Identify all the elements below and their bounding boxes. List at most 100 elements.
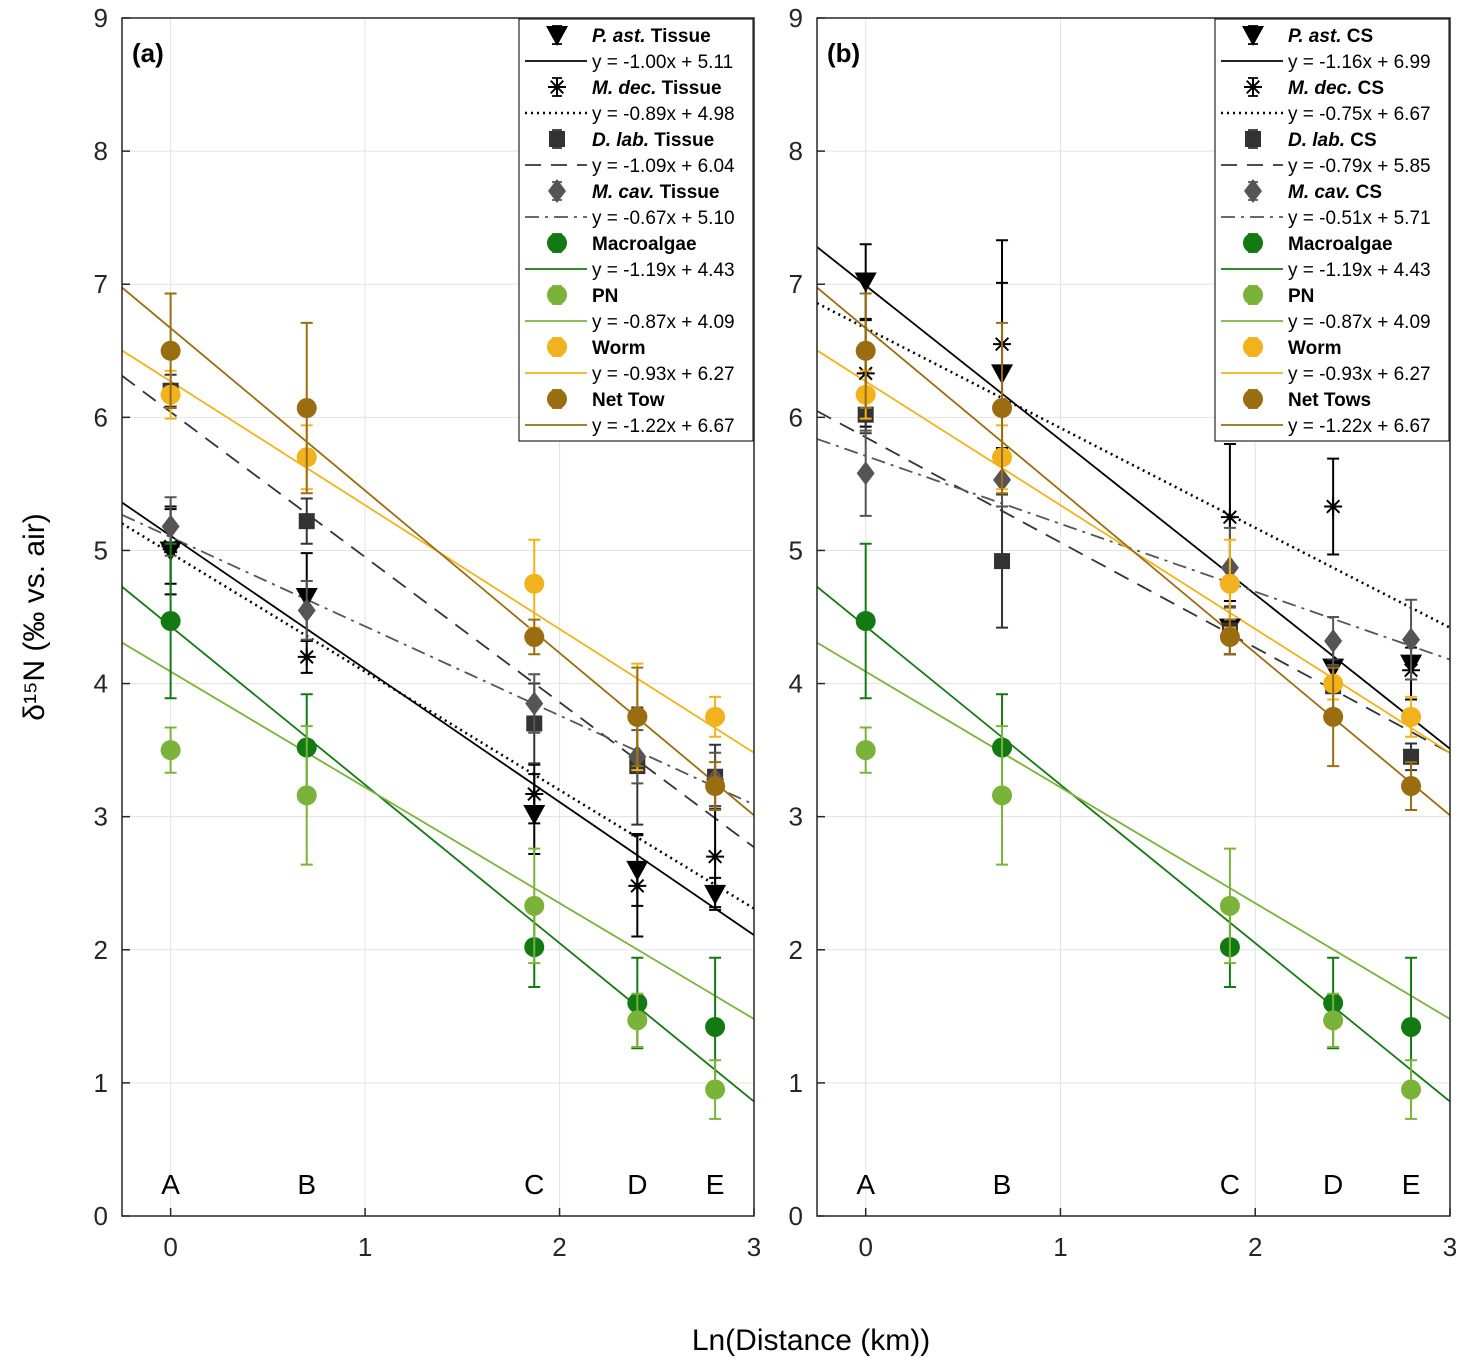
- fit-line-series-3: [817, 438, 1450, 661]
- series-5-marker: [160, 740, 181, 761]
- y-tick-label: 4: [789, 669, 803, 699]
- fit-line-series-4: [817, 586, 1450, 1103]
- x-tick-label: 1: [358, 1232, 372, 1262]
- series-7-marker: [992, 398, 1013, 419]
- site-label-C: C: [1220, 1169, 1240, 1200]
- legend-5-marker: [1243, 285, 1263, 305]
- legend-fit-equation: y = -1.19x + 4.43: [1288, 260, 1431, 281]
- legend-1-marker: [1244, 78, 1262, 96]
- site-label-D: D: [1323, 1169, 1343, 1200]
- y-tick-label: 5: [94, 535, 108, 565]
- legend-fit-equation: y = -0.75x + 6.67: [1288, 104, 1431, 125]
- x-tick-label: 0: [163, 1232, 177, 1262]
- series-4-marker: [1401, 1016, 1422, 1037]
- y-tick-label: 3: [789, 802, 803, 832]
- series-6-marker: [1401, 706, 1422, 727]
- legend-fit-equation: y = -0.87x + 4.09: [1288, 312, 1431, 333]
- legend-4-marker: [547, 233, 567, 253]
- legend: P. ast. Tissue y = -1.00x + 5.11 M. dec. T…: [518, 18, 754, 442]
- legend-series-name: Macroalgae: [592, 234, 697, 255]
- legend-series-name: Worm: [1288, 338, 1341, 359]
- series-5-marker: [524, 895, 545, 916]
- fit-line-series-1: [817, 302, 1450, 629]
- legend-series-name: P. ast. CS: [1288, 26, 1373, 47]
- legend-series-name: M. cav. CS: [1288, 182, 1382, 203]
- legend-series-name: Macroalgae: [1288, 234, 1393, 255]
- legend-6-marker: [547, 337, 567, 357]
- fit-lines: [122, 286, 754, 1103]
- legend-fit-equation: y = -0.89x + 4.98: [592, 104, 735, 125]
- legend-series-name: Net Tows: [1288, 390, 1371, 411]
- site-label-A: A: [161, 1169, 180, 1200]
- legend-series-name: Worm: [592, 338, 645, 359]
- series-1-marker: [1220, 508, 1239, 527]
- y-tick-label: 1: [789, 1068, 803, 1098]
- site-label-D: D: [627, 1169, 647, 1200]
- legend-7-marker: [547, 389, 567, 409]
- y-tick-label: 0: [789, 1201, 803, 1231]
- series-5-marker: [1219, 895, 1240, 916]
- legend-fit-equation: y = -1.16x + 6.99: [1288, 52, 1431, 73]
- panel-tag: (b): [827, 38, 860, 68]
- series-7-marker: [1219, 626, 1240, 647]
- series-2-marker: [1403, 748, 1420, 765]
- x-tick-label: 2: [552, 1232, 566, 1262]
- series-5-marker: [296, 785, 317, 806]
- x-tick-label: 3: [747, 1232, 761, 1262]
- fit-line-series-7: [817, 286, 1450, 817]
- series-5: [855, 725, 1422, 1120]
- legend-series-name: M. dec. CS: [1288, 78, 1384, 99]
- legend-fit-equation: y = -0.93x + 6.27: [592, 364, 735, 385]
- fit-line-series-7: [122, 286, 754, 817]
- site-label-C: C: [524, 1169, 544, 1200]
- fit-line-series-5: [122, 641, 754, 1020]
- series-0-marker: [854, 272, 877, 293]
- series-5-marker: [1401, 1079, 1422, 1100]
- series-5-marker: [1323, 1010, 1344, 1031]
- y-tick-label: 1: [94, 1068, 108, 1098]
- site-label-B: B: [993, 1169, 1012, 1200]
- legend-7-marker: [1243, 389, 1263, 409]
- y-tick-label: 4: [94, 669, 108, 699]
- series-7: [855, 292, 1422, 812]
- site-label-A: A: [856, 1169, 875, 1200]
- legend-0-marker: [1242, 26, 1264, 46]
- fit-lines: [817, 246, 1450, 1103]
- fit-line-series-2: [122, 375, 754, 849]
- legend-3-marker: [1244, 179, 1262, 203]
- series-7-marker: [855, 340, 876, 361]
- fit-line-series-2: [817, 410, 1450, 754]
- y-tick-label: 9: [789, 3, 803, 33]
- x-tick-label: 3: [1443, 1232, 1457, 1262]
- x-tick-label: 1: [1053, 1232, 1067, 1262]
- series-5-marker: [627, 1010, 648, 1031]
- series-6-marker: [524, 573, 545, 594]
- series-5-marker: [855, 740, 876, 761]
- site-label-E: E: [706, 1169, 725, 1200]
- series-6-marker: [1219, 573, 1240, 594]
- series-2-marker: [298, 513, 315, 530]
- fit-line-series-5: [817, 641, 1450, 1020]
- legend-fit-equation: y = -1.19x + 4.43: [592, 260, 735, 281]
- y-axis-label: δ¹⁵N (‰ vs. air): [18, 513, 51, 720]
- series-1-marker: [706, 847, 725, 866]
- y-tick-label: 7: [94, 269, 108, 299]
- legend-fit-equation: y = -1.22x + 6.67: [1288, 416, 1431, 437]
- legend-fit-equation: y = -0.51x + 5.71: [1288, 208, 1431, 229]
- series-1-marker: [628, 876, 647, 895]
- series-7-marker: [705, 776, 726, 797]
- y-tick-label: 3: [94, 802, 108, 832]
- y-tick-label: 9: [94, 3, 108, 33]
- y-tick-label: 2: [94, 935, 108, 965]
- panel-b: 0 1 2 3 0 1 2 3 4 5 6 7 8 9 A B C D E (b) P. ast. CS y = -1.1…: [789, 3, 1458, 1262]
- y-tick-label: 6: [94, 402, 108, 432]
- y-tick-label: 6: [789, 402, 803, 432]
- series-3-marker: [297, 598, 316, 623]
- series-3-marker: [525, 691, 544, 716]
- series-6-marker: [705, 706, 726, 727]
- legend-series-name: D. lab. CS: [1288, 130, 1377, 151]
- y-tick-label: 8: [789, 136, 803, 166]
- series-1-marker: [525, 785, 544, 804]
- fit-line-series-4: [122, 586, 754, 1103]
